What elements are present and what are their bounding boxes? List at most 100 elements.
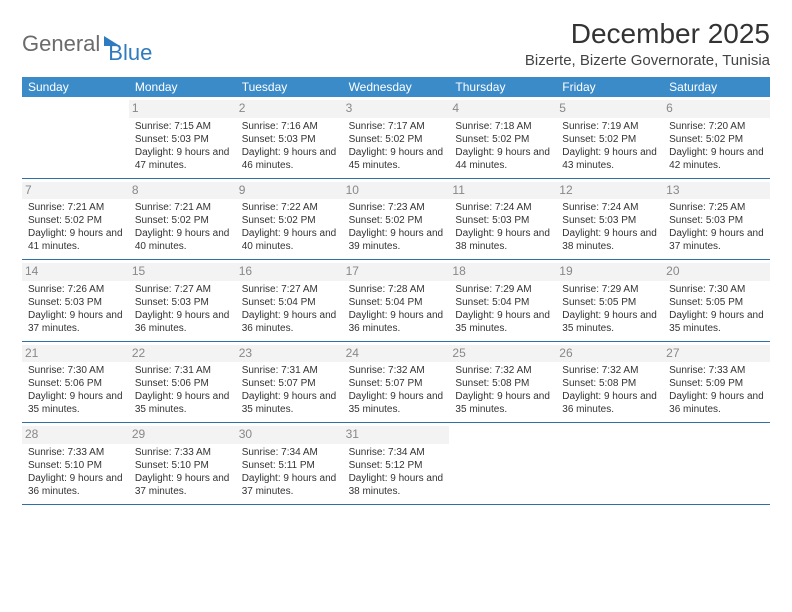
sunrise-text: Sunrise: 7:15 AM bbox=[135, 120, 230, 133]
day-number: 14 bbox=[22, 263, 129, 281]
daylight-text: Daylight: 9 hours and 38 minutes. bbox=[562, 227, 657, 253]
calendar-week: 14Sunrise: 7:26 AMSunset: 5:03 PMDayligh… bbox=[22, 260, 770, 342]
day-number: 8 bbox=[129, 182, 236, 200]
daylight-text: Daylight: 9 hours and 35 minutes. bbox=[135, 390, 230, 416]
daylight-text: Daylight: 9 hours and 36 minutes. bbox=[135, 309, 230, 335]
sunset-text: Sunset: 5:06 PM bbox=[135, 377, 230, 390]
calendar-cell: 21Sunrise: 7:30 AMSunset: 5:06 PMDayligh… bbox=[22, 342, 129, 423]
day-number: 12 bbox=[556, 182, 663, 200]
day-number: 31 bbox=[343, 426, 450, 444]
sunset-text: Sunset: 5:02 PM bbox=[669, 133, 764, 146]
sunrise-text: Sunrise: 7:18 AM bbox=[455, 120, 550, 133]
daylight-text: Daylight: 9 hours and 40 minutes. bbox=[135, 227, 230, 253]
day-number: 9 bbox=[236, 182, 343, 200]
daylight-text: Daylight: 9 hours and 47 minutes. bbox=[135, 146, 230, 172]
calendar-week: 21Sunrise: 7:30 AMSunset: 5:06 PMDayligh… bbox=[22, 342, 770, 424]
calendar-cell: 24Sunrise: 7:32 AMSunset: 5:07 PMDayligh… bbox=[343, 342, 450, 423]
sunrise-text: Sunrise: 7:17 AM bbox=[349, 120, 444, 133]
daylight-text: Daylight: 9 hours and 35 minutes. bbox=[562, 309, 657, 335]
calendar-cell: 16Sunrise: 7:27 AMSunset: 5:04 PMDayligh… bbox=[236, 260, 343, 341]
daylight-text: Daylight: 9 hours and 35 minutes. bbox=[455, 309, 550, 335]
logo-text-general: General bbox=[22, 31, 100, 57]
day-header: Tuesday bbox=[236, 77, 343, 97]
day-header: Friday bbox=[556, 77, 663, 97]
calendar-cell: 15Sunrise: 7:27 AMSunset: 5:03 PMDayligh… bbox=[129, 260, 236, 341]
day-number: 17 bbox=[343, 263, 450, 281]
day-number: 4 bbox=[449, 100, 556, 118]
daylight-text: Daylight: 9 hours and 39 minutes. bbox=[349, 227, 444, 253]
sunrise-text: Sunrise: 7:26 AM bbox=[28, 283, 123, 296]
calendar-cell: 26Sunrise: 7:32 AMSunset: 5:08 PMDayligh… bbox=[556, 342, 663, 423]
calendar-cell: 3Sunrise: 7:17 AMSunset: 5:02 PMDaylight… bbox=[343, 97, 450, 178]
sunrise-text: Sunrise: 7:33 AM bbox=[28, 446, 123, 459]
sunset-text: Sunset: 5:02 PM bbox=[349, 133, 444, 146]
daylight-text: Daylight: 9 hours and 36 minutes. bbox=[562, 390, 657, 416]
sunset-text: Sunset: 5:02 PM bbox=[562, 133, 657, 146]
calendar-cell: 19Sunrise: 7:29 AMSunset: 5:05 PMDayligh… bbox=[556, 260, 663, 341]
sunrise-text: Sunrise: 7:33 AM bbox=[669, 364, 764, 377]
sunset-text: Sunset: 5:02 PM bbox=[455, 133, 550, 146]
sunrise-text: Sunrise: 7:16 AM bbox=[242, 120, 337, 133]
location-subtitle: Bizerte, Bizerte Governorate, Tunisia bbox=[525, 52, 770, 69]
sunset-text: Sunset: 5:02 PM bbox=[28, 214, 123, 227]
day-number: 3 bbox=[343, 100, 450, 118]
sunrise-text: Sunrise: 7:27 AM bbox=[135, 283, 230, 296]
calendar-cell: 17Sunrise: 7:28 AMSunset: 5:04 PMDayligh… bbox=[343, 260, 450, 341]
calendar-cell: 8Sunrise: 7:21 AMSunset: 5:02 PMDaylight… bbox=[129, 179, 236, 260]
day-number: 11 bbox=[449, 182, 556, 200]
sunset-text: Sunset: 5:03 PM bbox=[242, 133, 337, 146]
daylight-text: Daylight: 9 hours and 35 minutes. bbox=[349, 390, 444, 416]
calendar-week: 28 Sunrise: 7:33 AMSunset: 5:10 PMDayligh… bbox=[22, 423, 770, 505]
logo: General Blue bbox=[22, 18, 152, 66]
daylight-text: Daylight: 9 hours and 37 minutes. bbox=[669, 227, 764, 253]
day-number: 20 bbox=[663, 263, 770, 281]
sunrise-text: Sunrise: 7:21 AM bbox=[135, 201, 230, 214]
day-number: 29 bbox=[129, 426, 236, 444]
daylight-text: Daylight: 9 hours and 40 minutes. bbox=[242, 227, 337, 253]
sunrise-text: Sunrise: 7:30 AM bbox=[28, 364, 123, 377]
day-number: 26 bbox=[556, 345, 663, 363]
sunset-text: Sunset: 5:04 PM bbox=[349, 296, 444, 309]
sunset-text: Sunset: 5:07 PM bbox=[349, 377, 444, 390]
calendar-cell: 23Sunrise: 7:31 AMSunset: 5:07 PMDayligh… bbox=[236, 342, 343, 423]
daylight-text: Daylight: 9 hours and 36 minutes. bbox=[28, 472, 123, 498]
sunset-text: Sunset: 5:12 PM bbox=[349, 459, 444, 472]
day-header: Thursday bbox=[449, 77, 556, 97]
calendar-cell: 29Sunrise: 7:33 AMSunset: 5:10 PMDayligh… bbox=[129, 423, 236, 504]
daylight-text: Daylight: 9 hours and 35 minutes. bbox=[455, 390, 550, 416]
calendar-cell bbox=[556, 423, 663, 504]
day-number: 15 bbox=[129, 263, 236, 281]
day-number: 16 bbox=[236, 263, 343, 281]
sunset-text: Sunset: 5:02 PM bbox=[242, 214, 337, 227]
sunset-text: Sunset: 5:09 PM bbox=[669, 377, 764, 390]
title-block: December 2025 Bizerte, Bizerte Governora… bbox=[525, 18, 770, 69]
daylight-text: Daylight: 9 hours and 35 minutes. bbox=[242, 390, 337, 416]
sunset-text: Sunset: 5:03 PM bbox=[455, 214, 550, 227]
sunrise-text: Sunrise: 7:31 AM bbox=[135, 364, 230, 377]
header: General Blue December 2025 Bizerte, Bize… bbox=[22, 18, 770, 69]
calendar-cell: 25Sunrise: 7:32 AMSunset: 5:08 PMDayligh… bbox=[449, 342, 556, 423]
day-number: 28 bbox=[22, 426, 129, 444]
sunrise-text: Sunrise: 7:21 AM bbox=[28, 201, 123, 214]
logo-text-blue: Blue bbox=[108, 40, 152, 66]
day-number: 13 bbox=[663, 182, 770, 200]
sunset-text: Sunset: 5:02 PM bbox=[349, 214, 444, 227]
day-number: 25 bbox=[449, 345, 556, 363]
sunrise-text: Sunrise: 7:34 AM bbox=[349, 446, 444, 459]
calendar-cell: 30Sunrise: 7:34 AMSunset: 5:11 PMDayligh… bbox=[236, 423, 343, 504]
sunset-text: Sunset: 5:08 PM bbox=[562, 377, 657, 390]
sunset-text: Sunset: 5:05 PM bbox=[669, 296, 764, 309]
sunset-text: Sunset: 5:06 PM bbox=[28, 377, 123, 390]
calendar-cell: 4Sunrise: 7:18 AMSunset: 5:02 PMDaylight… bbox=[449, 97, 556, 178]
sunset-text: Sunset: 5:04 PM bbox=[242, 296, 337, 309]
day-number: 19 bbox=[556, 263, 663, 281]
day-number: 6 bbox=[663, 100, 770, 118]
day-number: 1 bbox=[129, 100, 236, 118]
daylight-text: Daylight: 9 hours and 42 minutes. bbox=[669, 146, 764, 172]
calendar-cell: 28 Sunrise: 7:33 AMSunset: 5:10 PMDayligh… bbox=[22, 423, 129, 504]
sunrise-text: Sunrise: 7:24 AM bbox=[562, 201, 657, 214]
sunset-text: Sunset: 5:10 PM bbox=[28, 459, 123, 472]
calendar-cell: 13Sunrise: 7:25 AMSunset: 5:03 PMDayligh… bbox=[663, 179, 770, 260]
daylight-text: Daylight: 9 hours and 41 minutes. bbox=[28, 227, 123, 253]
sunset-text: Sunset: 5:07 PM bbox=[242, 377, 337, 390]
